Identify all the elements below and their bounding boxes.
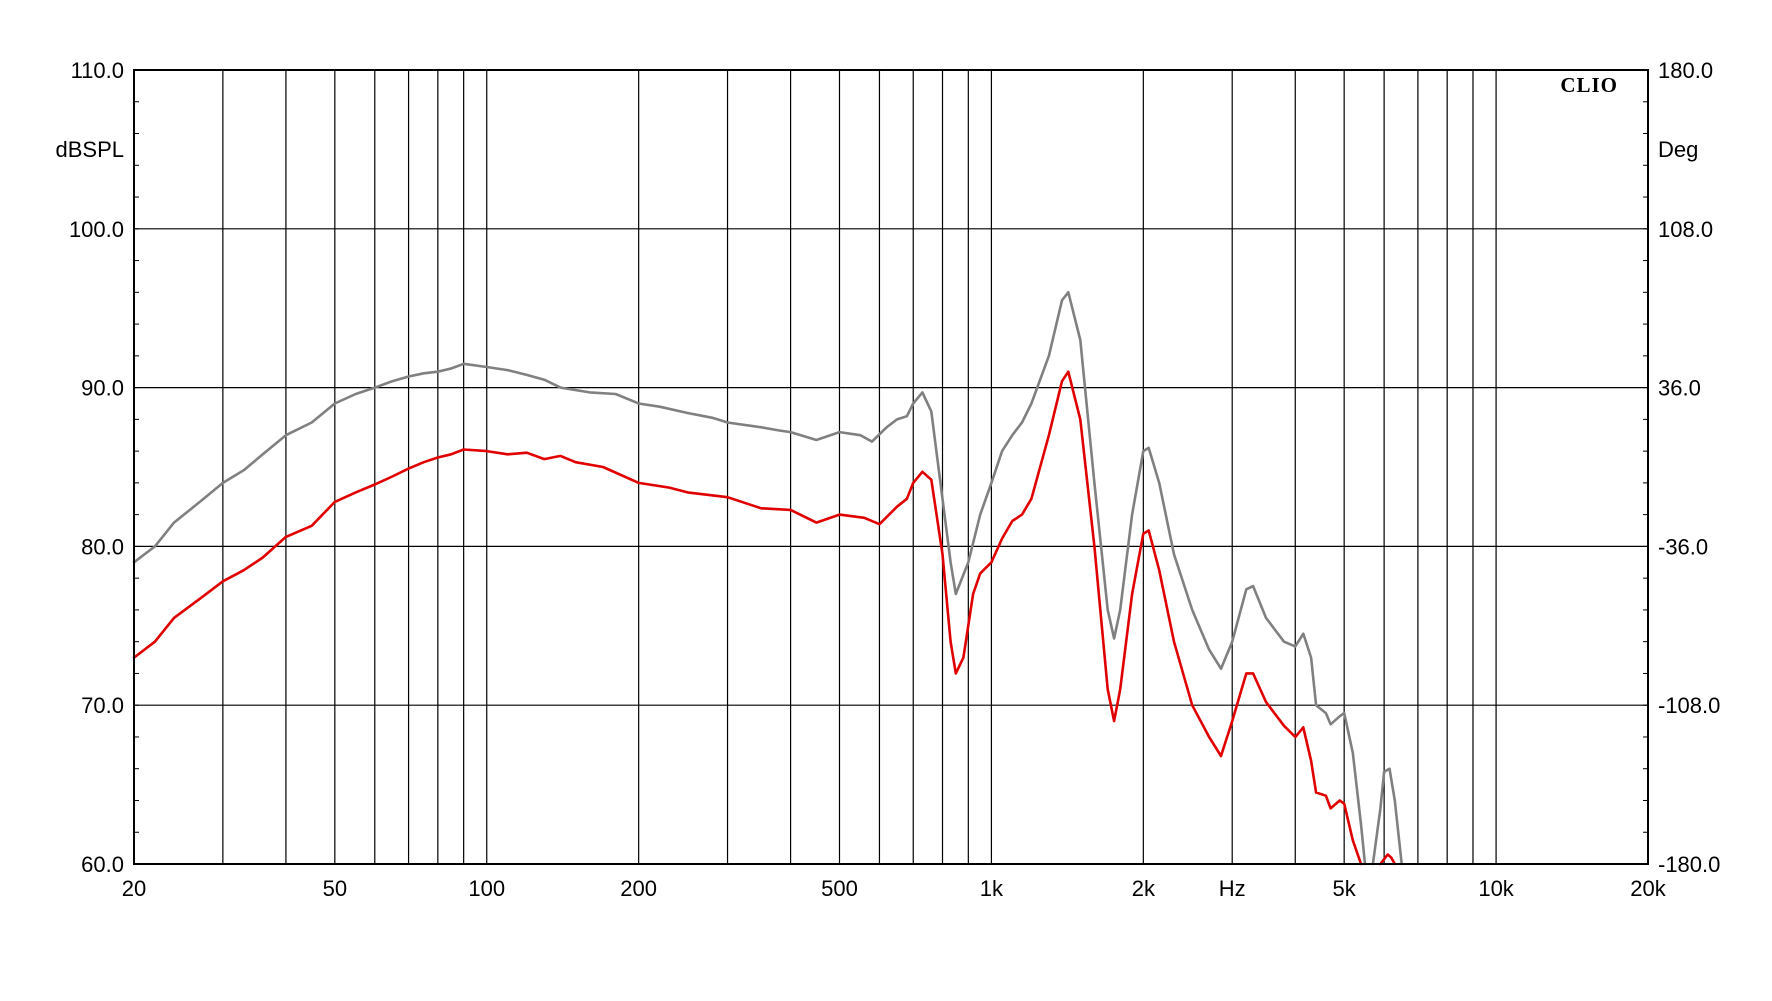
y-tick-label: 60.0	[81, 852, 124, 877]
series-line-4	[1379, 853, 1397, 866]
x-tick-label: 10k	[1478, 876, 1514, 901]
x-tick-label: 20k	[1630, 876, 1666, 901]
y2-tick-label: 180.0	[1658, 58, 1713, 83]
y2-tick-label: -36.0	[1658, 534, 1708, 559]
x-tick-label: 2k	[1132, 876, 1156, 901]
x-tick-label: Hz	[1219, 876, 1246, 901]
y2-tick-labels: 180.0 108.0 36.0 -36.0 -108.0 -180.0	[1658, 58, 1720, 877]
y-tick-label: 80.0	[81, 534, 124, 559]
x-tick-labels: 20 50 100 200 500 1k 2k Hz 5k 10k 20k	[122, 876, 1667, 901]
x-tick-label: 5k	[1333, 876, 1357, 901]
y2-tick-label: -108.0	[1658, 693, 1720, 718]
x-tick-label: 50	[323, 876, 347, 901]
series-line-3	[132, 370, 1363, 866]
y-tick-label: 70.0	[81, 693, 124, 718]
clio-brand-label: CLIO	[1560, 73, 1618, 97]
y2-tick-label: 108.0	[1658, 217, 1713, 242]
y-tick-label: 100.0	[69, 217, 124, 242]
y-tick-label: 110.0	[71, 58, 124, 83]
y-tick-labels: 110.0 100.0 90.0 80.0 70.0 60.0	[69, 58, 124, 877]
y2-axis-label: Deg	[1658, 137, 1698, 162]
y2-tick-label: 36.0	[1658, 376, 1701, 401]
y-axis-label: dBSPL	[56, 137, 125, 162]
y-tick-label: 90.0	[81, 376, 124, 401]
x-tick-label: 1k	[980, 876, 1004, 901]
series-line-1	[132, 290, 1367, 866]
plot-frame	[133, 69, 1649, 865]
series-line-2	[1371, 767, 1403, 866]
x-tick-label: 200	[620, 876, 657, 901]
series-layer	[132, 290, 1403, 866]
grid-minor-lines	[222, 70, 1497, 864]
x-tick-label: 500	[821, 876, 858, 901]
x-tick-label: 100	[468, 876, 505, 901]
y2-tick-label: -180.0	[1658, 852, 1720, 877]
x-tick-label: 20	[122, 876, 146, 901]
